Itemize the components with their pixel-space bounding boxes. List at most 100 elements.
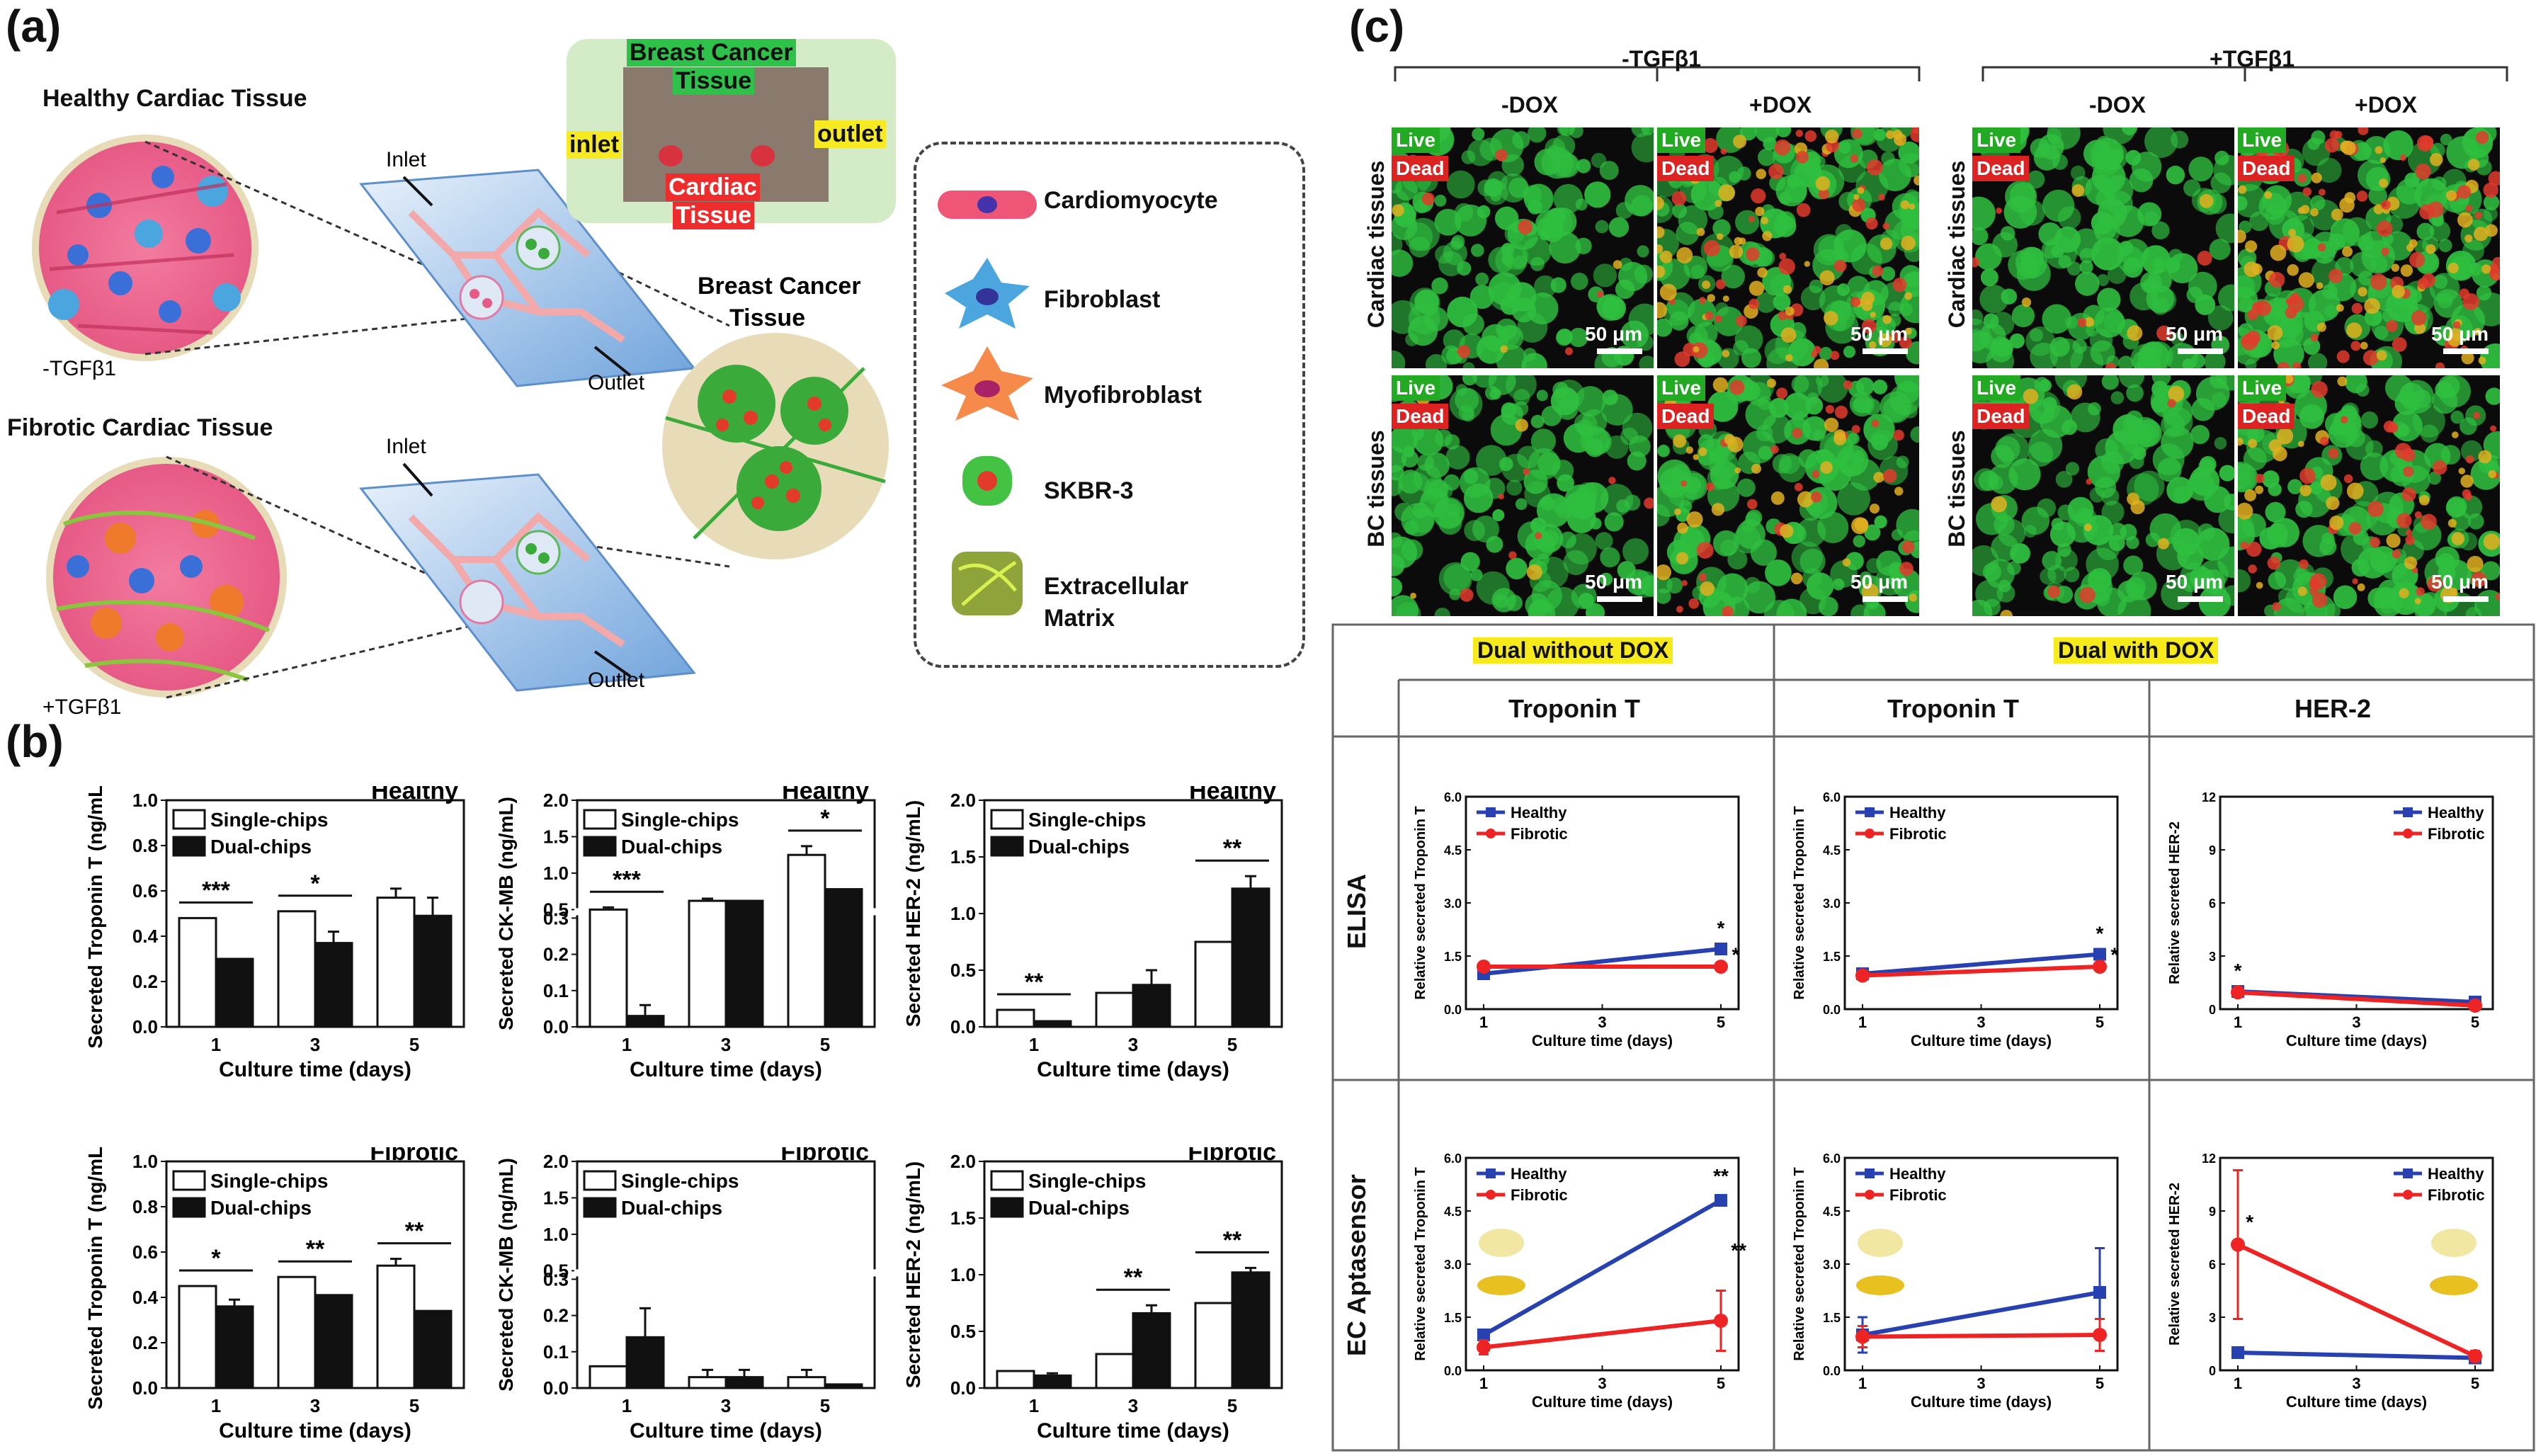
y-tick-label: 0.2 (543, 1305, 569, 1326)
bar-chart-b6: 0.0 0.5 1.0 1.5 2.0 1 3 5 ** ** Fibrotic Single-chi… (902, 1147, 1283, 1443)
micrograph-1-2: Live Dead 50 μm (1657, 127, 1919, 368)
series-line-healthy (1482, 1198, 1722, 1337)
x-tick-label: 3 (1598, 1375, 1606, 1392)
series-line-fibrotic (2236, 1242, 2477, 1358)
x-tick-label: 1 (1029, 1395, 1039, 1416)
y-tick-label: 0.0 (1823, 1364, 1841, 1378)
fibrotic-cardiac-title: Fibrotic Cardiac Tissue (7, 414, 273, 441)
y-tick-label: 3.0 (1823, 897, 1841, 911)
bar-single-chips (376, 897, 416, 1028)
data-point (2093, 960, 2107, 974)
live-tag: Live (1972, 127, 2021, 153)
legend-label: Single-chips (1028, 809, 1146, 831)
scale-bar: 50 μm (1585, 571, 1642, 602)
y-tick-label: 0.2 (543, 944, 569, 965)
x-tick-label: 5 (1227, 1395, 1237, 1416)
sig-label: * (820, 805, 830, 832)
legend-swatch (583, 1170, 617, 1191)
y-tick-label: 1.5 (1823, 1311, 1841, 1325)
dead-tag: Dead (1657, 156, 1715, 181)
bar-single-chips (1095, 991, 1135, 1028)
micrograph-1-1: Live Dead 50 μm (1392, 127, 1654, 368)
x-tick-label: 5 (1717, 1013, 1725, 1031)
legend-skbr3: SKBR-3 (1044, 477, 1134, 504)
data-point (2231, 1346, 2244, 1359)
col-her2: HER-2 (2295, 694, 2372, 723)
legend-ecm-line1: Extracellular (1044, 573, 1189, 600)
dead-tag: Dead (1972, 156, 2030, 181)
legend-marker (1865, 807, 1875, 817)
bar-single-chips (1095, 1353, 1135, 1389)
data-point (1855, 968, 1870, 983)
series-line-healthy (1862, 1290, 2100, 1337)
bar-dual-chips (824, 888, 863, 1028)
y-tick-label: 3 (2209, 950, 2216, 964)
row-label-cardiac-2: Cardiac tissues (1944, 160, 1969, 329)
bar-dual-chips (724, 899, 764, 1028)
y-tick-label: 9 (2209, 843, 2216, 858)
x-axis-label: Culture time (days) (630, 1058, 822, 1081)
y-tick-label: 0.5 (950, 960, 976, 981)
legend-label: Fibrotic (1889, 825, 1947, 843)
legend-swatch (172, 1170, 206, 1191)
dead-tag: Dead (1657, 404, 1715, 429)
legend-marker (2403, 1168, 2413, 1178)
plot-frame (1843, 795, 2119, 1011)
y-tick-label: 4.5 (1444, 1205, 1462, 1219)
scale-bar: 50 μm (1850, 323, 1908, 354)
dead-tag: Dead (2238, 156, 2295, 181)
bar-dual-chips (1033, 1374, 1072, 1389)
panel-c-letter: (c) (1349, 1, 1405, 52)
x-tick-label: 1 (2234, 1375, 2242, 1392)
x-tick-label: 5 (409, 1395, 419, 1416)
x-tick-label: 3 (1128, 1395, 1138, 1416)
line-chart-c1: 0.0 1.5 3.0 4.5 6.0 1 3 5 * * Healthy Fibrotic Cultu… (1413, 790, 1740, 1050)
x-tick-label: 3 (1977, 1375, 1985, 1392)
cardiomyocyte-icon (938, 190, 1037, 219)
y-tick-label: 0.4 (132, 926, 159, 947)
sig-label: * (1717, 917, 1725, 939)
col-troponin-2: Troponin T (1887, 694, 2019, 723)
x-axis-label: Culture time (days) (219, 1058, 411, 1081)
y-tick-label: 3.0 (1444, 897, 1462, 911)
legend-marker (2403, 1190, 2413, 1200)
row-elisa: ELISA (1342, 873, 1371, 949)
x-axis-label: Culture time (days) (219, 1419, 411, 1443)
bar-single-chips (996, 1370, 1035, 1389)
y-tick-label: 1.0 (132, 1151, 158, 1172)
y-tick-label: 0 (2209, 1003, 2216, 1017)
x-tick-label: 5 (2096, 1013, 2104, 1031)
y-tick-label: 0.1 (543, 980, 569, 1001)
y-axis-label: Relative secreted Troponin T (1413, 806, 1428, 999)
legend-label: Single-chips (1028, 1170, 1146, 1192)
sig-label: *** (202, 877, 230, 904)
cell-type-legend: Cardiomyocyte Fibroblast Myofibroblast S… (914, 142, 1305, 668)
y-tick-label: 6.0 (1823, 1151, 1841, 1166)
x-tick-label: 3 (310, 1395, 320, 1416)
y-tick-label: 1.5 (543, 1187, 569, 1208)
y-tick-label: 0.0 (132, 1016, 158, 1037)
y-tick-label: 9 (2209, 1205, 2216, 1219)
y-tick-label: 1.5 (543, 826, 569, 847)
aptasensor-electrode-icon (2430, 1229, 2478, 1295)
legend-label: Fibrotic (2428, 825, 2485, 843)
legend-swatch (583, 836, 617, 857)
legend-label: Single-chips (210, 1170, 328, 1192)
x-axis-label: Culture time (days) (1532, 1393, 1673, 1411)
y-tick-label: 4.5 (1823, 843, 1841, 858)
live-tag: Live (2238, 127, 2287, 153)
x-tick-label: 5 (1227, 1034, 1237, 1055)
y-tick-label: 3 (2209, 1311, 2216, 1325)
x-tick-label: 5 (2471, 1375, 2479, 1392)
myofibroblast-icon (941, 346, 1033, 421)
legend-marker (1486, 807, 1496, 817)
bar-single-chips (277, 1275, 317, 1389)
legend-label: Healthy (1889, 1165, 1946, 1183)
x-tick-label: 3 (721, 1395, 731, 1416)
aptasensor-electrode-icon (1856, 1229, 1904, 1295)
bar-dual-chips (215, 957, 254, 1028)
x-axis-label: Culture time (days) (2286, 1393, 2427, 1411)
bc-title-line2: Tissue (729, 305, 805, 331)
live-tag: Live (1972, 375, 2021, 401)
y-tick-label: 6 (2209, 1258, 2216, 1272)
